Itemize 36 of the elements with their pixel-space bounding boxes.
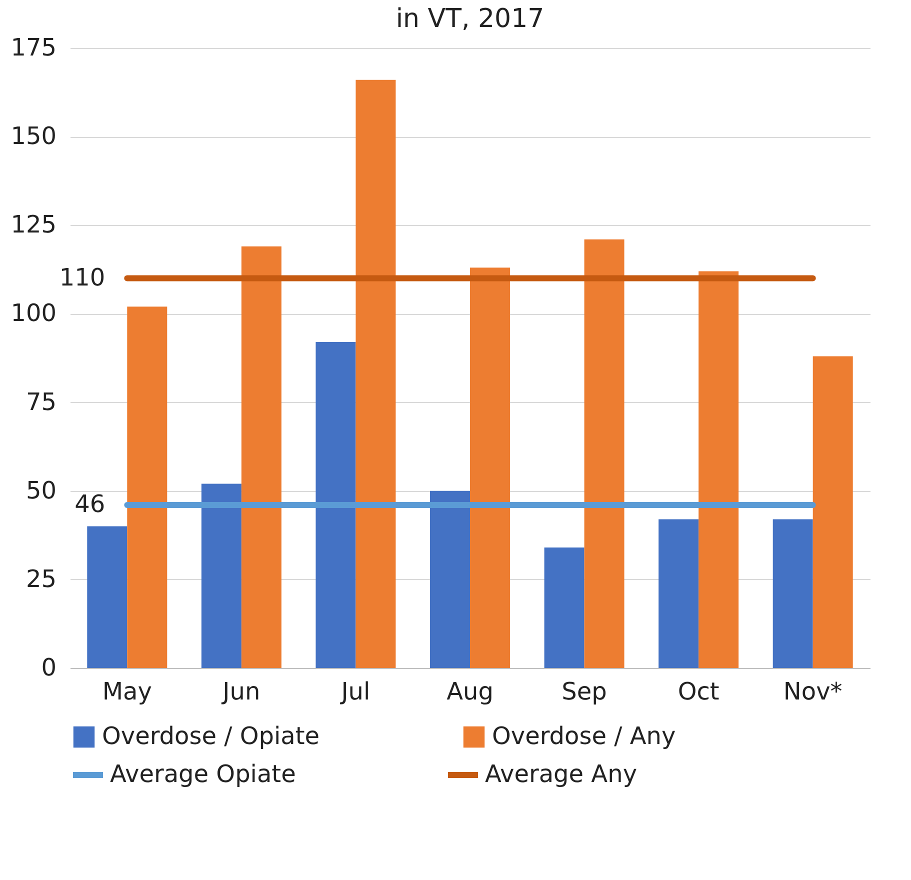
y-tick-label: 75 — [26, 388, 56, 416]
y-tick-label: 25 — [26, 564, 56, 593]
y-tick-label: 100 — [10, 299, 56, 328]
bar — [241, 246, 282, 668]
legend-label: Overdose / Opiate — [102, 722, 320, 750]
x-tick-label: Nov* — [783, 678, 842, 706]
bar — [812, 356, 853, 668]
data-label: 110 — [59, 263, 106, 292]
bar — [470, 268, 510, 668]
bar — [544, 548, 584, 668]
chart-title: in VT, 2017 — [396, 4, 544, 34]
y-tick-label: 125 — [10, 210, 56, 239]
bar — [87, 526, 128, 668]
x-tick-label: May — [102, 678, 152, 706]
data-label: 46 — [74, 490, 106, 518]
legend-label: Average Opiate — [110, 760, 296, 788]
bar — [316, 342, 356, 668]
y-tick-label: 50 — [26, 476, 56, 504]
x-tick-label: Aug — [446, 678, 494, 706]
x-tick-label: Oct — [678, 678, 720, 706]
y-tick-label: 150 — [10, 122, 56, 150]
x-tick-label: Sep — [562, 678, 607, 706]
bar — [698, 271, 739, 668]
x-tick-label: Jun — [220, 678, 260, 706]
bar — [356, 80, 396, 668]
legend-label: Average Any — [485, 760, 638, 788]
bar — [658, 519, 699, 668]
x-tick-label: Jul — [339, 678, 370, 706]
bar — [201, 484, 242, 668]
bar — [430, 490, 470, 668]
bar — [772, 519, 813, 668]
bar — [127, 306, 168, 668]
legend-label: Overdose / Any — [492, 722, 676, 750]
y-tick-label: 0 — [41, 654, 56, 682]
bar — [584, 239, 624, 668]
y-tick-label: 175 — [10, 34, 56, 62]
